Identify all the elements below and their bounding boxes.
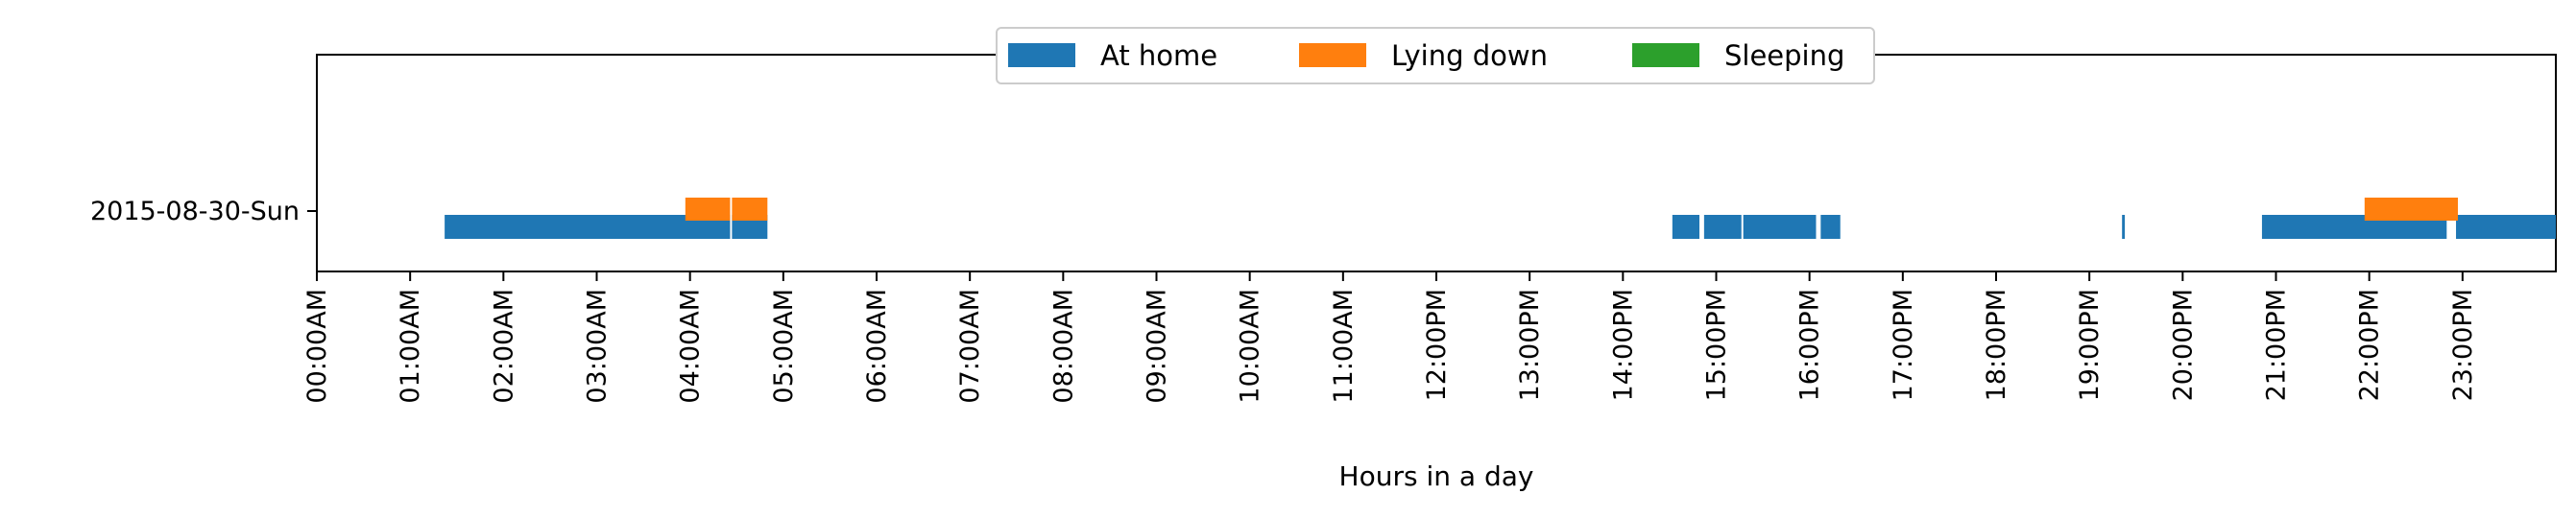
x-tick-label: 15:00PM bbox=[1702, 289, 1732, 401]
x-tick-label: 11:00AM bbox=[1329, 289, 1359, 404]
bar-at-home-3 bbox=[1703, 215, 1742, 239]
x-tick-label: 09:00AM bbox=[1143, 289, 1172, 404]
x-tick-label: 01:00AM bbox=[396, 289, 425, 404]
x-tick-label: 00:00AM bbox=[302, 289, 332, 404]
legend-label-lying-down: Lying down bbox=[1391, 39, 1548, 72]
x-tick-label: 17:00PM bbox=[1889, 289, 1918, 401]
bar-at-home-2 bbox=[1672, 215, 1700, 239]
bar-lying-down-2 bbox=[2364, 198, 2458, 221]
x-axis-label: Hours in a day bbox=[1339, 460, 1534, 492]
x-tick-label: 02:00AM bbox=[489, 289, 518, 404]
legend-label-at-home: At home bbox=[1100, 39, 1217, 72]
legend-swatch-at-home bbox=[1008, 43, 1075, 67]
x-tick-label: 21:00PM bbox=[2262, 289, 2292, 401]
legend-box bbox=[996, 27, 1875, 84]
bar-at-home-0 bbox=[445, 215, 731, 239]
legend-swatch-sleeping bbox=[1632, 43, 1699, 67]
x-tick-label: 04:00AM bbox=[676, 289, 706, 404]
legend: At home Lying down Sleeping bbox=[996, 27, 1875, 84]
bar-at-home-4 bbox=[1743, 215, 1817, 239]
y-axis: 2015-08-30-Sun bbox=[90, 197, 317, 226]
bar-at-home-6 bbox=[2122, 215, 2126, 239]
y-tick-label: 2015-08-30-Sun bbox=[90, 197, 300, 226]
x-tick-label: 14:00PM bbox=[1608, 289, 1638, 401]
x-tick-label: 16:00PM bbox=[1795, 289, 1825, 401]
x-tick-label: 19:00PM bbox=[2075, 289, 2105, 401]
x-tick-label: 08:00AM bbox=[1048, 289, 1078, 404]
x-tick-label: 06:00AM bbox=[862, 289, 892, 404]
bar-at-home-5 bbox=[1820, 215, 1841, 239]
bar-lying-down-1 bbox=[732, 198, 768, 221]
x-tick-label: 05:00AM bbox=[769, 289, 799, 404]
bars-layer bbox=[445, 198, 2556, 239]
x-tick-label: 12:00PM bbox=[1422, 289, 1452, 401]
legend-swatch-lying-down bbox=[1299, 43, 1366, 67]
plot-frame bbox=[316, 54, 2557, 272]
bar-at-home-8 bbox=[2456, 215, 2556, 239]
bar-lying-down-0 bbox=[685, 198, 731, 221]
x-tick-label: 18:00PM bbox=[1982, 289, 2011, 401]
x-tick-label: 07:00AM bbox=[955, 289, 985, 404]
x-axis: 00:00AM 01:00AM 02:00AM 03:00AM 04:00AM 05:00… bbox=[302, 271, 2478, 404]
x-tick-label: 20:00PM bbox=[2168, 289, 2198, 401]
x-tick-label: 13:00PM bbox=[1515, 289, 1545, 401]
x-tick-label: 22:00PM bbox=[2355, 289, 2385, 401]
legend-label-sleeping: Sleeping bbox=[1724, 39, 1844, 72]
x-tick-label: 10:00AM bbox=[1236, 289, 1265, 404]
x-tick-label: 23:00PM bbox=[2448, 289, 2478, 401]
x-tick-label: 03:00AM bbox=[583, 289, 613, 404]
